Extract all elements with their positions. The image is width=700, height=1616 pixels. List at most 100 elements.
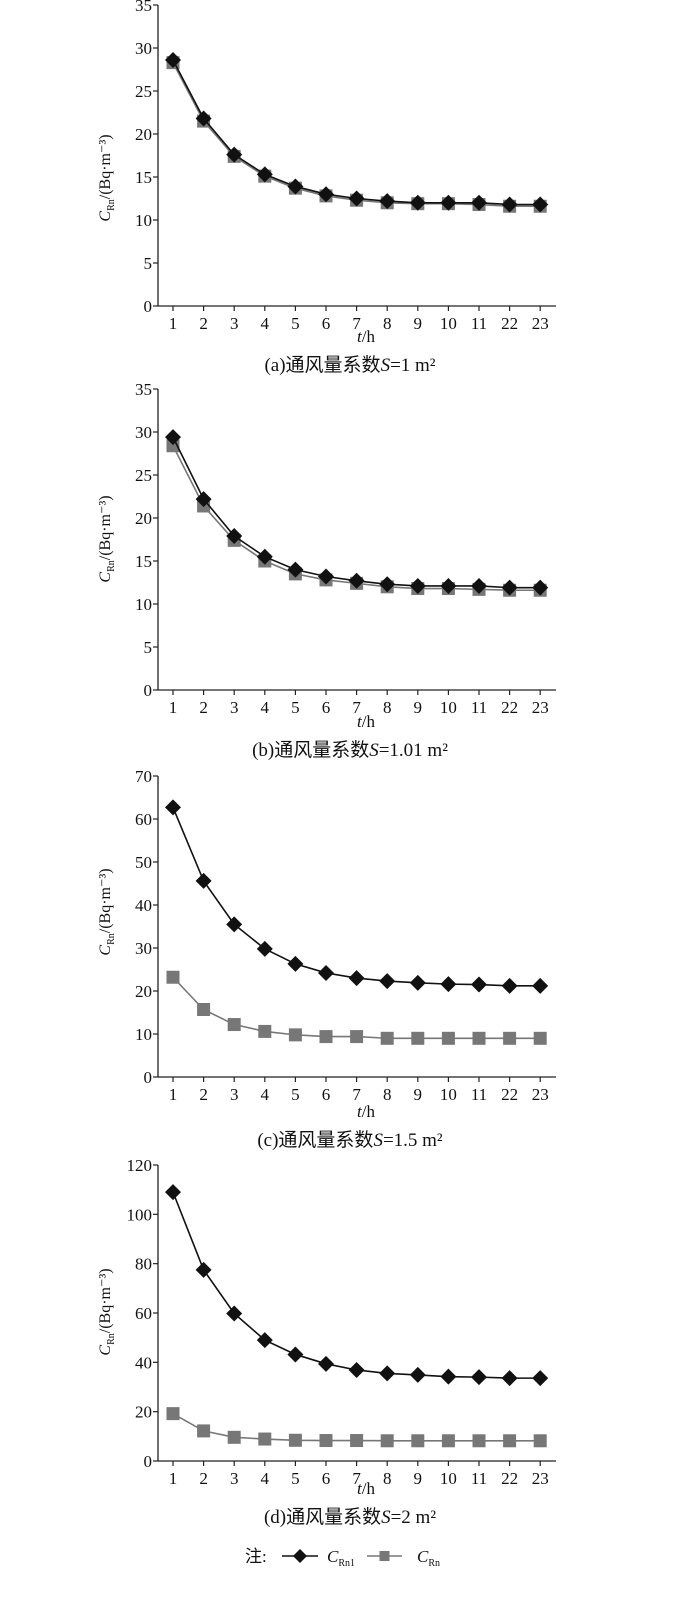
x-tick-label: 2	[199, 698, 208, 717]
x-tick-label: 22	[501, 1085, 518, 1104]
data-point-c-rn	[166, 970, 180, 984]
y-tick-label: 20	[135, 125, 152, 144]
series-line-c-rn1	[172, 807, 541, 987]
legend-square-marker	[379, 1551, 390, 1561]
x-tick-label: 10	[440, 314, 457, 333]
data-point-c-rn1	[471, 1369, 487, 1386]
data-point-c-rn	[472, 1031, 486, 1045]
x-tick-label: 8	[383, 698, 392, 717]
data-point-c-rn	[350, 1434, 364, 1448]
data-point-c-rn1	[195, 1261, 212, 1278]
data-point-c-rn	[288, 1028, 302, 1042]
data-point-c-rn1	[256, 166, 273, 183]
y-tick-label: 25	[135, 82, 152, 101]
x-tick-label: 3	[230, 314, 239, 333]
x-tick-label: 6	[322, 314, 331, 333]
y-tick-label: 40	[135, 1353, 152, 1372]
x-tick-label: 11	[471, 1085, 487, 1104]
y-tick-label: 0	[144, 297, 153, 316]
data-point-c-rn	[227, 1018, 241, 1032]
x-tick-label: 6	[322, 1469, 331, 1488]
data-point-c-rn1	[226, 1305, 243, 1322]
data-point-c-rn1	[501, 579, 518, 596]
data-point-c-rn1	[348, 970, 365, 987]
y-tick-label: 10	[135, 595, 152, 614]
x-tick-label: 2	[199, 1085, 208, 1104]
data-point-c-rn1	[348, 190, 365, 207]
data-point-c-rn1	[287, 955, 304, 972]
y-tick-label: 70	[135, 767, 152, 786]
data-point-c-rn	[503, 1031, 517, 1045]
y-tick-label: 5	[144, 638, 153, 657]
x-tick-label: 23	[532, 1085, 549, 1104]
y-tick-label: 25	[135, 466, 152, 485]
data-point-c-rn	[503, 1434, 517, 1448]
y-tick-label: 50	[135, 853, 152, 872]
data-point-c-rn1	[318, 964, 334, 981]
data-point-c-rn1	[379, 1365, 396, 1382]
data-point-c-rn	[533, 1434, 547, 1448]
data-point-c-rn	[197, 1424, 211, 1438]
data-point-c-rn	[380, 1031, 394, 1045]
y-tick-label: 10	[135, 1025, 152, 1044]
x-tick-label: 3	[230, 1469, 239, 1488]
data-point-c-rn1	[409, 974, 426, 991]
y-tick-label: 35	[135, 0, 152, 15]
data-point-c-rn	[472, 1434, 486, 1448]
data-point-c-rn1	[318, 1355, 334, 1372]
data-point-c-rn1	[226, 916, 243, 933]
data-point-c-rn	[166, 1407, 180, 1421]
y-tick-label: 15	[135, 168, 152, 187]
y-tick-label: 30	[135, 939, 152, 958]
x-tick-label: 9	[414, 1085, 423, 1104]
data-point-c-rn1	[471, 976, 487, 993]
data-point-c-rn1	[226, 528, 243, 545]
x-tick-label: 1	[169, 1085, 178, 1104]
data-point-c-rn	[197, 1002, 211, 1016]
y-tick-label: 30	[135, 39, 152, 58]
y-tick-label: 5	[144, 254, 153, 273]
data-point-c-rn1	[165, 52, 181, 69]
x-tick-label: 11	[471, 314, 487, 333]
x-tick-label: 9	[414, 1469, 423, 1488]
data-point-c-rn1	[501, 1370, 518, 1387]
data-point-c-rn1	[501, 196, 518, 213]
data-point-c-rn1	[440, 976, 457, 993]
chart-caption: (a)通风量系数S=1 m²	[264, 354, 435, 376]
data-point-c-rn	[319, 1434, 333, 1448]
y-tick-label: 60	[135, 1304, 152, 1323]
series-line-c-rn	[172, 62, 541, 208]
x-tick-label: 8	[383, 314, 392, 333]
x-axis-label: t/h	[357, 712, 375, 731]
x-tick-label: 10	[440, 1469, 457, 1488]
y-tick-label: 35	[135, 380, 152, 399]
x-tick-label: 6	[322, 698, 331, 717]
x-tick-label: 10	[440, 1085, 457, 1104]
data-point-c-rn1	[409, 1366, 426, 1383]
data-point-c-rn1	[318, 568, 334, 585]
data-point-c-rn1	[409, 194, 426, 211]
data-point-c-rn	[227, 1430, 241, 1444]
y-tick-label: 0	[144, 681, 153, 700]
data-point-c-rn1	[409, 577, 426, 594]
data-point-c-rn	[441, 1031, 455, 1045]
legend-prefix: 注:	[245, 1547, 267, 1566]
y-tick-label: 60	[135, 810, 152, 829]
x-tick-label: 6	[322, 1085, 331, 1104]
y-tick-label: 20	[135, 982, 152, 1001]
y-tick-label: 10	[135, 211, 152, 230]
y-tick-label: 30	[135, 423, 152, 442]
data-point-c-rn1	[348, 572, 365, 589]
data-point-c-rn1	[471, 194, 487, 211]
x-axis-label: t/h	[357, 327, 375, 346]
y-tick-label: 80	[135, 1255, 152, 1274]
x-tick-label: 4	[261, 1085, 270, 1104]
x-tick-label: 4	[261, 1469, 270, 1488]
x-tick-label: 11	[471, 1469, 487, 1488]
legend-diamond-marker	[293, 1549, 307, 1563]
